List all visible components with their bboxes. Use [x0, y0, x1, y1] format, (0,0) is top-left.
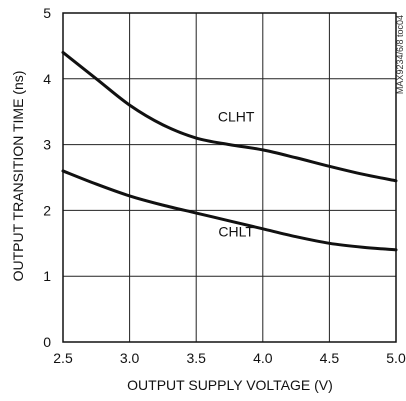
x-tick-label: 2.5	[53, 350, 73, 366]
grid-layer	[62, 12, 397, 343]
y-tick-label: 3	[43, 137, 51, 153]
x-tick-label: 4.0	[253, 350, 273, 366]
y-tick-label: 2	[43, 202, 51, 218]
series-label-chlt: CHLT	[218, 224, 254, 240]
x-tick-label: 3.0	[120, 350, 140, 366]
series-label-layer: CLHT CHLT	[218, 109, 255, 240]
curve-layer	[61, 50, 398, 252]
series-line-chlt	[61, 169, 398, 252]
x-tick-label: 4.5	[320, 350, 340, 366]
tick-layer: 2.5 3.0 3.5 4.0 4.5 5.0 0 1 2 3 4 5	[43, 5, 406, 366]
y-tick-label: 0	[43, 334, 51, 350]
x-axis-label: OUTPUT SUPPLY VOLTAGE (V)	[127, 377, 333, 393]
y-tick-label: 4	[43, 71, 51, 87]
series-label-clht: CLHT	[218, 109, 255, 125]
x-tick-label: 5.0	[386, 350, 406, 366]
y-tick-label: 1	[43, 268, 51, 284]
plot-frame	[62, 12, 397, 343]
figure-code-note: MAX9234/6/8 toc04	[395, 15, 405, 94]
y-axis-label: OUTPUT TRANSITION TIME (ns)	[10, 71, 26, 282]
y-tick-label: 5	[43, 5, 51, 21]
series-line-clht	[61, 50, 398, 183]
x-tick-label: 3.5	[186, 350, 206, 366]
